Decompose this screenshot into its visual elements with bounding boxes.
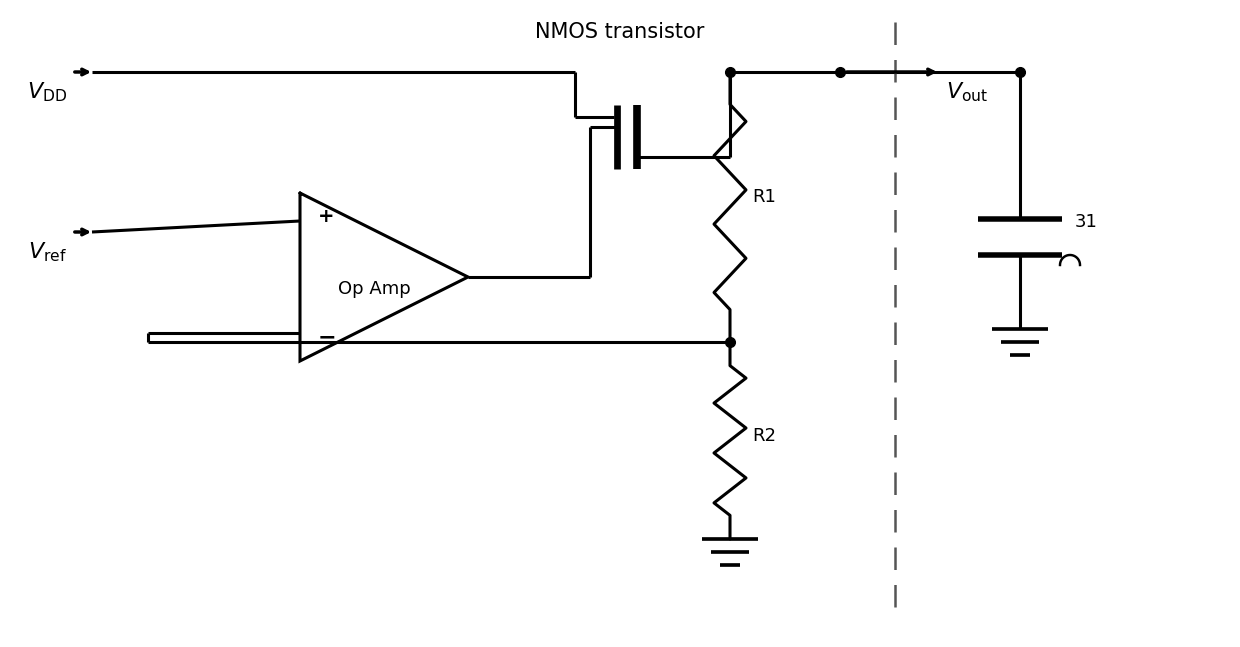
Text: −: − [317, 327, 336, 347]
Text: $V_{\rm DD}$: $V_{\rm DD}$ [27, 80, 67, 104]
Text: 31: 31 [1075, 213, 1097, 231]
Text: NMOS transistor: NMOS transistor [536, 22, 704, 42]
Text: R2: R2 [751, 427, 776, 445]
Text: $V_{\rm out}$: $V_{\rm out}$ [946, 80, 988, 104]
Text: +: + [317, 208, 335, 226]
Text: Op Amp: Op Amp [337, 280, 410, 298]
Text: $V_{\rm ref}$: $V_{\rm ref}$ [29, 240, 67, 263]
Text: R1: R1 [751, 188, 776, 206]
